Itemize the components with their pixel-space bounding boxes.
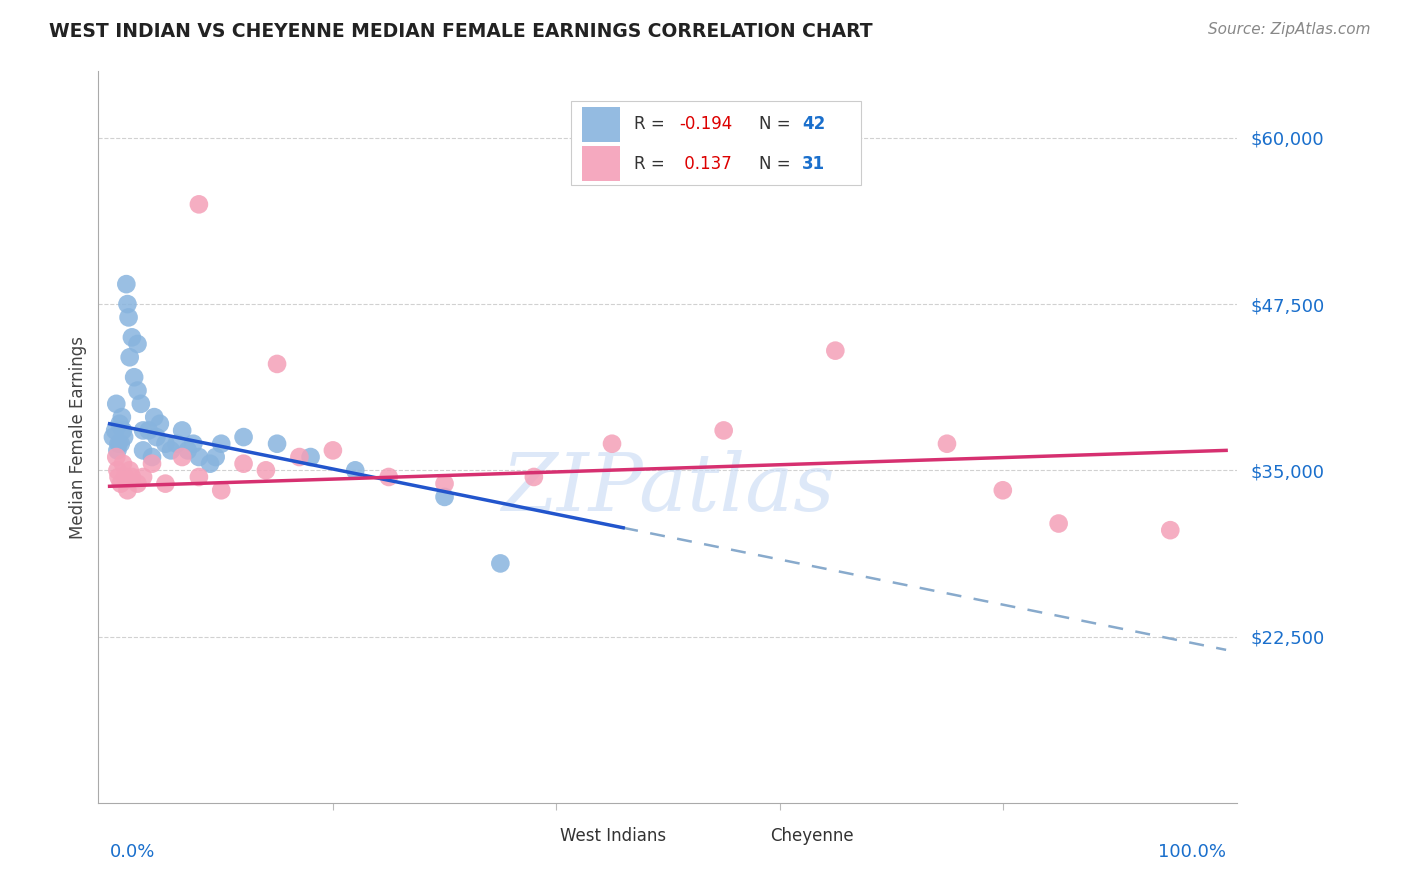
Point — [107, 436, 129, 450]
Point — [232, 430, 254, 444]
Text: 0.0%: 0.0% — [110, 843, 155, 861]
Point — [110, 436, 132, 450]
Bar — [582, 146, 620, 181]
Point — [117, 483, 139, 498]
Point — [713, 424, 735, 438]
Point — [266, 436, 288, 450]
Point — [114, 470, 136, 484]
Point — [110, 476, 132, 491]
Point — [187, 197, 209, 211]
Point — [118, 351, 141, 365]
Point — [936, 436, 959, 450]
Text: WEST INDIAN VS CHEYENNE MEDIAN FEMALE EARNINGS CORRELATION CHART: WEST INDIAN VS CHEYENNE MEDIAN FEMALE EA… — [49, 22, 873, 41]
Point — [433, 490, 456, 504]
Bar — [526, 826, 551, 847]
Bar — [582, 107, 620, 142]
Point — [433, 476, 456, 491]
Text: N =: N = — [759, 154, 796, 173]
Text: 31: 31 — [803, 154, 825, 173]
Point — [111, 424, 134, 438]
Point — [1159, 523, 1181, 537]
Text: R =: R = — [634, 115, 669, 133]
Point — [166, 436, 188, 450]
Point — [377, 470, 399, 484]
Bar — [737, 826, 761, 847]
Point — [155, 436, 177, 450]
Point — [209, 483, 232, 498]
Y-axis label: Median Female Earnings: Median Female Earnings — [69, 335, 87, 539]
Point — [299, 450, 322, 464]
Point — [115, 277, 138, 292]
Point — [127, 337, 149, 351]
Point — [127, 384, 149, 398]
Point — [187, 470, 209, 484]
Point — [108, 417, 131, 431]
Point — [160, 443, 183, 458]
Point — [254, 463, 277, 477]
Point — [104, 424, 127, 438]
FancyBboxPatch shape — [571, 101, 862, 185]
Point — [991, 483, 1014, 498]
Point — [209, 436, 232, 450]
Point — [132, 443, 155, 458]
Point — [111, 457, 134, 471]
Text: ZIPatlas: ZIPatlas — [501, 450, 835, 527]
Text: N =: N = — [759, 115, 796, 133]
Point — [141, 450, 163, 464]
Point — [132, 470, 155, 484]
Text: 0.137: 0.137 — [679, 154, 733, 173]
Point — [138, 424, 160, 438]
Text: 100.0%: 100.0% — [1159, 843, 1226, 861]
Point — [143, 410, 166, 425]
Text: -0.194: -0.194 — [679, 115, 733, 133]
Point — [198, 457, 221, 471]
Point — [107, 470, 129, 484]
Point — [600, 436, 623, 450]
Point — [177, 443, 200, 458]
Point — [824, 343, 846, 358]
Text: West Indians: West Indians — [560, 828, 666, 846]
Point — [117, 297, 139, 311]
Point — [204, 450, 226, 464]
Point — [107, 443, 129, 458]
Point — [105, 450, 128, 464]
Point — [172, 424, 194, 438]
Point — [112, 430, 135, 444]
Point — [183, 436, 205, 450]
Point — [523, 470, 546, 484]
Text: Cheyenne: Cheyenne — [770, 828, 853, 846]
Point — [105, 397, 128, 411]
Point — [101, 430, 124, 444]
Point — [107, 463, 129, 477]
Point — [129, 397, 152, 411]
Point — [117, 310, 139, 325]
Text: 42: 42 — [803, 115, 825, 133]
Point — [266, 357, 288, 371]
Point — [155, 476, 177, 491]
Point — [111, 410, 134, 425]
Point — [127, 476, 149, 491]
Point — [322, 443, 344, 458]
Text: Source: ZipAtlas.com: Source: ZipAtlas.com — [1208, 22, 1371, 37]
Point — [149, 417, 172, 431]
Point — [1047, 516, 1070, 531]
Point — [118, 463, 141, 477]
Point — [344, 463, 367, 477]
Point — [122, 370, 145, 384]
Point — [141, 457, 163, 471]
Point — [489, 557, 512, 571]
Point — [121, 470, 143, 484]
Point — [145, 430, 167, 444]
Point — [132, 424, 155, 438]
Point — [121, 330, 143, 344]
Point — [172, 450, 194, 464]
Point — [232, 457, 254, 471]
Point — [288, 450, 311, 464]
Point — [187, 450, 209, 464]
Text: R =: R = — [634, 154, 669, 173]
